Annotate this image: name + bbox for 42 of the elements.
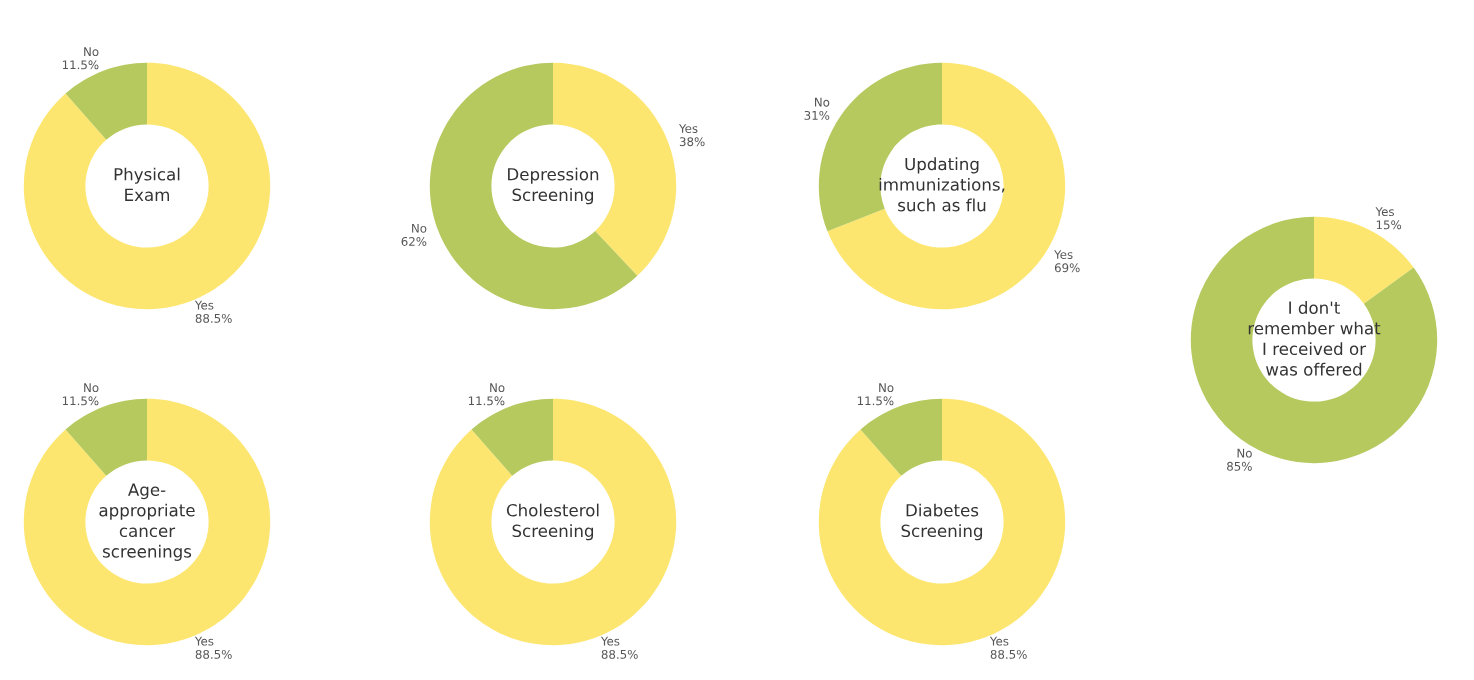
donut-slice (429, 62, 638, 310)
data-label: 11.5% (62, 396, 99, 406)
donut-slice (65, 62, 147, 140)
data-label: 11.5% (62, 60, 99, 70)
text: Age- appropriate cancer screenings (99, 483, 195, 561)
slice-label: No (412, 223, 427, 233)
data-label: 31% (804, 110, 830, 120)
data-label: 88.5% (195, 649, 232, 659)
data-label: 85% (1227, 461, 1252, 471)
data-label: 15% (1376, 220, 1402, 230)
donut-slice (23, 398, 271, 646)
data-label: 11.5% (857, 396, 894, 406)
data-label: 88.5% (990, 649, 1027, 659)
donut-slice (429, 398, 677, 646)
data-label: 38% (679, 137, 705, 147)
slice-label: Yes (194, 300, 214, 310)
data-label: 88.5% (601, 649, 638, 659)
text: Diabetes Screening (901, 503, 983, 541)
slice-label: No (84, 383, 99, 393)
data-label: 11.5% (468, 396, 505, 406)
donut-slice (818, 398, 1066, 646)
data-label: 88.5% (195, 313, 232, 323)
slice-label: No (1237, 448, 1252, 458)
data-label: 69% (1054, 263, 1080, 273)
text: Depression Screening (508, 167, 599, 205)
slice-label: Yes (600, 636, 620, 646)
slice-label: No (815, 97, 830, 107)
slice-label: Yes (989, 636, 1009, 646)
donut-slice (471, 398, 553, 476)
donut-slice (860, 398, 942, 476)
slice-label: Yes (1375, 207, 1395, 217)
slice-label: No (84, 47, 99, 57)
slice-label: Yes (678, 124, 698, 133)
donut-slice (65, 398, 147, 476)
data-label: 62% (401, 236, 427, 246)
slice-label: No (879, 383, 894, 393)
text: Cholesterol Screening (506, 503, 599, 541)
text: Physical Exam (114, 167, 180, 202)
slice-label: No (490, 383, 505, 393)
donut-slice (23, 62, 271, 310)
slice-label: Yes (1054, 250, 1073, 259)
slice-label: Yes (194, 636, 214, 646)
